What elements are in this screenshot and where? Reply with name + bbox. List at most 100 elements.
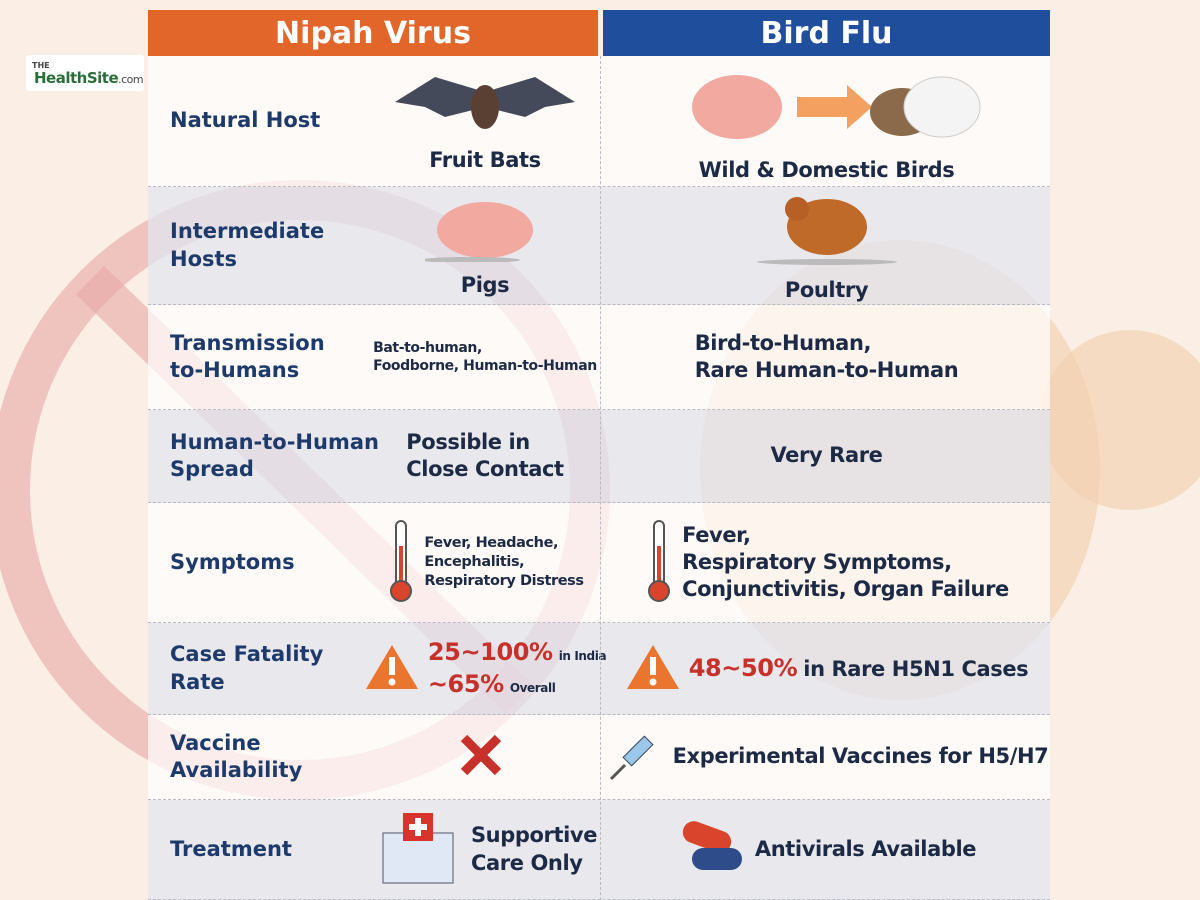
cell-nipah <box>370 715 600 799</box>
row-label-line: Transmission <box>170 330 325 355</box>
cell-bird-flu: Experimental Vaccines for H5/H7 <box>603 715 1050 799</box>
line-text: in India <box>558 649 607 664</box>
icon-wrap <box>386 516 416 610</box>
cell-text: Very Rare <box>770 442 882 469</box>
row-label: Symptoms <box>170 503 380 622</box>
cell-bird-flu: Antivirals Available <box>603 800 1050 899</box>
cell-line: Rare Human-to-Human <box>694 358 959 382</box>
icon-wrap <box>677 818 747 882</box>
icon-wrap <box>395 67 575 141</box>
row-label-line: Human-to-Human <box>170 429 379 454</box>
cell-line: Encephalitis, <box>424 554 525 571</box>
row-label-line: Treatment <box>170 836 292 861</box>
cell-line: Bird-to-Human, <box>694 330 872 355</box>
logo-small: THE <box>32 61 50 70</box>
icon <box>365 644 418 689</box>
cell-line: Foodborne, Human-to-Human <box>373 358 597 374</box>
table-row: Transmission to-Humans Bat-to-human, Foodbo… <box>148 305 1050 410</box>
highlight: ~65% <box>427 669 504 698</box>
icon-wrap <box>456 730 506 784</box>
table-row: Case Fatality Rate 25~100% in India ~65% Ove… <box>148 623 1050 715</box>
cell-line: Conjunctivitis, Organ Failure <box>682 577 1009 602</box>
cell-nipah: Fruit Bats <box>370 56 600 186</box>
cell-nipah: Supportive Care Only <box>370 800 600 899</box>
cell-text: Pigs <box>461 272 510 299</box>
column-divider <box>600 56 601 900</box>
cell-line: ~65% Overall <box>428 669 556 700</box>
row-label-line: to-Humans <box>170 358 300 382</box>
cell-text: Antivirals Available <box>754 836 977 863</box>
logo-main: HealthSite.com <box>34 69 144 87</box>
header-nipah: Nipah Virus <box>148 10 598 56</box>
line-text: in Rare H5N1 Cases <box>803 656 1029 681</box>
icon <box>682 820 742 870</box>
icon-wrap <box>667 57 987 151</box>
cell-bird-flu: Fever, Respiratory Symptoms, Conjunctiviti… <box>603 503 1050 622</box>
row-label-line: Natural Host <box>170 108 321 133</box>
cell-line: Care Only <box>470 850 583 875</box>
icon <box>756 196 897 265</box>
table-row: Treatment Supportive Care Only Antivirals A… <box>148 800 1050 900</box>
cell-text: Bat-to-human, Foodborne, Human-to-Human <box>373 339 597 375</box>
row-label-line: Symptoms <box>170 549 295 574</box>
cell-line: Poultry <box>784 277 869 302</box>
row-label: Intermediate Hosts <box>170 187 380 304</box>
table-row: Symptoms Fever, Headache, Encephalitis, Res… <box>148 503 1050 623</box>
cell-line: 25~100% in India <box>427 637 607 668</box>
row-label: Treatment <box>170 800 380 899</box>
cell-line: 48~50% in Rare H5N1 Cases <box>689 653 1029 684</box>
table-row: Intermediate Hosts Pigs Poultry <box>148 187 1050 305</box>
cell-text: 48~50% in Rare H5N1 Cases <box>689 653 1029 684</box>
cell-line: Respiratory Symptoms, <box>682 549 952 574</box>
icon <box>691 75 980 140</box>
icon <box>390 519 413 602</box>
cell-nipah: Pigs <box>370 187 600 304</box>
row-label: Vaccine Availability <box>170 715 380 799</box>
row-label: Transmission to-Humans <box>170 305 380 409</box>
header-bird-flu: Bird Flu <box>603 10 1050 56</box>
icon <box>460 734 502 776</box>
highlight: 25~100% <box>427 638 553 667</box>
cell-bird-flu: Wild & Domestic Birds <box>603 56 1050 186</box>
icon <box>420 201 533 263</box>
icon-wrap <box>373 808 463 892</box>
cell-line: Respiratory Distress <box>424 572 584 589</box>
row-label-line: Intermediate Hosts <box>170 219 325 271</box>
icon-wrap <box>364 642 420 696</box>
cell-text: 25~100% in India ~65% Overall <box>427 637 607 700</box>
icon <box>395 77 575 130</box>
icon <box>382 812 454 883</box>
row-label-line: Spread <box>170 457 254 481</box>
icon <box>648 519 671 602</box>
cell-text: Experimental Vaccines for H5/H7 <box>673 743 1049 770</box>
cell-line: Pigs <box>460 272 510 297</box>
cell-line: Close Contact <box>406 457 564 481</box>
cell-bird-flu: Bird-to-Human, Rare Human-to-Human <box>603 305 1050 409</box>
cell-text: Fever, Respiratory Symptoms, Conjunctiviti… <box>682 522 1009 604</box>
icon-wrap <box>752 187 902 271</box>
cell-text: Possible in Close Contact <box>406 429 564 484</box>
cell-nipah: Fever, Headache, Encephalitis, Respiratory… <box>370 503 600 622</box>
row-label: Natural Host <box>170 56 380 186</box>
cell-nipah: Bat-to-human, Foodborne, Human-to-Human <box>370 305 600 409</box>
cell-line: Bat-to-human, <box>373 339 482 356</box>
table-row: Vaccine Availability Experimental Vaccine… <box>148 715 1050 800</box>
cell-text: Fruit Bats <box>429 147 541 174</box>
icon-wrap <box>644 516 674 610</box>
row-label-line: Vaccine Availability <box>170 730 303 782</box>
highlight: 48~50% <box>688 653 798 682</box>
cell-line: Experimental Vaccines for H5/H7 <box>672 744 1049 769</box>
cell-nipah: Possible in Close Contact <box>370 410 600 502</box>
cell-nipah: 25~100% in India ~65% Overall <box>365 623 607 714</box>
logo-suffix: .com <box>118 73 144 86</box>
cell-line: Possible in <box>406 429 530 454</box>
line-text: Overall <box>509 680 556 695</box>
cell-line: Supportive <box>470 823 598 848</box>
table-row: Natural Host Fruit Bats Wild & Domestic Bi… <box>148 56 1050 187</box>
cell-line: Antivirals Available <box>754 836 977 861</box>
cell-line: Fever, Headache, <box>424 535 559 552</box>
logo-brand: HealthSite <box>34 69 119 87</box>
row-label-line: Case Fatality Rate <box>170 642 324 694</box>
cell-bird-flu: Very Rare <box>603 410 1050 502</box>
